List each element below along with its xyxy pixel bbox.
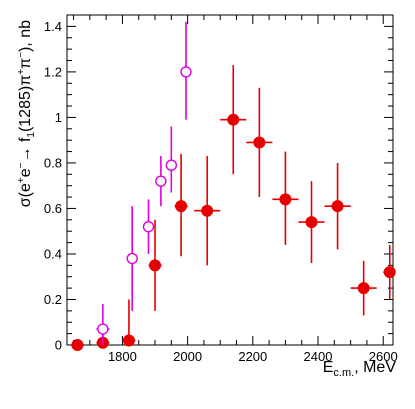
- plot-border: [66, 14, 394, 346]
- plot-frame: [66, 14, 394, 346]
- data-point: [201, 204, 214, 217]
- x-tick-label: 2600: [369, 349, 398, 364]
- y-tick-label: 0.4: [44, 246, 62, 261]
- data-point: [122, 334, 135, 347]
- data-point: [279, 193, 292, 206]
- y-axis-ticks: 0 0.2 0.4 0.6 0.8 1 1.2 1.4: [44, 19, 393, 353]
- y-tick-label: 0.6: [44, 201, 62, 216]
- series-open: [96, 21, 192, 345]
- y-tick-label: 0.8: [44, 155, 62, 170]
- data-point: [175, 200, 188, 213]
- data-point: [357, 282, 370, 295]
- x-tick-label: 2000: [173, 349, 202, 364]
- data-point: [155, 175, 167, 187]
- y-tick-label: 1: [55, 110, 62, 125]
- y-tick-label: 0.2: [44, 292, 62, 307]
- y-tick-label: 1.4: [44, 19, 62, 34]
- data-point: [142, 220, 155, 233]
- data-point: [331, 200, 344, 213]
- y-tick-label: 1.2: [44, 64, 62, 79]
- series-filled: [70, 65, 396, 351]
- data-point: [149, 259, 162, 272]
- y-axis-title: σ(e+e−→ f1(1285)π+π−), nb: [16, 20, 37, 207]
- data-point: [165, 159, 178, 171]
- y-tick-label: 0: [55, 338, 62, 353]
- x-tick-label: 2200: [238, 349, 267, 364]
- x-tick-label: 1800: [108, 349, 137, 364]
- data-point: [71, 339, 84, 351]
- data-point: [383, 266, 396, 279]
- data-point: [227, 113, 240, 126]
- data-point: [305, 216, 318, 229]
- data-point: [97, 323, 109, 335]
- x-axis-title: Ec.m., MeV: [323, 359, 397, 379]
- data-point: [253, 136, 266, 149]
- x-tick-label: 2400: [304, 349, 333, 364]
- x-axis-ticks: 1800 2000 2200 2400 2600: [73, 15, 398, 364]
- data-point: [180, 66, 192, 78]
- data-series: [70, 21, 396, 351]
- data-point: [126, 252, 138, 265]
